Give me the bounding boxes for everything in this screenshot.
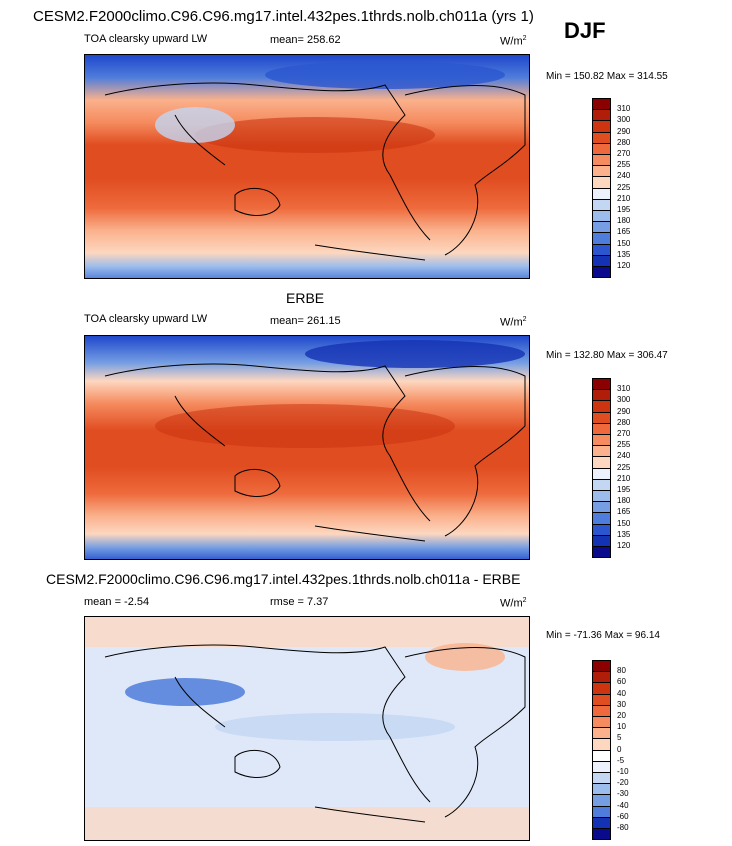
panel1-units-sup: 2 bbox=[522, 35, 527, 42]
colorbar-label: 60 bbox=[617, 677, 626, 687]
panel1-variable-label: TOA clearsky upward LW bbox=[84, 33, 208, 45]
panel1-coastlines bbox=[104, 82, 526, 261]
panel3-units: W/m2 bbox=[500, 597, 527, 610]
panel1-mean-label: mean= 258.62 bbox=[270, 34, 341, 46]
panel3-title: CESM2.F2000climo.C96.C96.mg17.intel.432p… bbox=[46, 571, 521, 587]
panel3-map-svg bbox=[85, 617, 529, 840]
colorbar-label: 150 bbox=[617, 518, 631, 528]
colorbar-label: 135 bbox=[617, 249, 631, 259]
colorbar-label: 150 bbox=[617, 238, 631, 248]
colorbar-label: 20 bbox=[617, 711, 626, 720]
panel2-map bbox=[84, 335, 530, 560]
panel3-map bbox=[84, 616, 530, 841]
colorbar-label: 210 bbox=[617, 193, 631, 203]
colorbar-label: -20 bbox=[617, 778, 629, 788]
panel1-field bbox=[85, 55, 529, 278]
colorbar-label: -5 bbox=[617, 755, 625, 765]
panel2-title: ERBE bbox=[286, 290, 325, 306]
colorbar-label: 290 bbox=[617, 406, 631, 416]
panel2-map-svg bbox=[85, 336, 529, 559]
panel3-south-band bbox=[85, 807, 529, 840]
panel3-mean-label: mean = -2.54 bbox=[84, 596, 150, 608]
panel2-variable-label: TOA clearsky upward LW bbox=[84, 313, 208, 325]
panel1-units: W/m2 bbox=[500, 35, 527, 48]
colorbar-label: -80 bbox=[617, 823, 629, 832]
colorbar-label: 310 bbox=[617, 384, 631, 394]
panel2-stats: Min = 132.80 Max = 306.47 bbox=[546, 350, 668, 361]
colorbar-label: 165 bbox=[617, 227, 631, 237]
season-label: DJF bbox=[564, 18, 606, 43]
panel2-mean-label: mean= 261.15 bbox=[270, 315, 341, 327]
panel2-tropical-max bbox=[155, 404, 455, 448]
colorbar-label: 310 bbox=[617, 104, 631, 114]
panel3-north-band bbox=[85, 617, 529, 647]
colorbar-label: 280 bbox=[617, 417, 631, 427]
panel3-units-sup: 2 bbox=[522, 597, 527, 604]
panel2-coastlines bbox=[104, 363, 526, 542]
colorbar-label: 10 bbox=[617, 722, 626, 732]
colorbar-label: 280 bbox=[617, 137, 631, 147]
colorbar-label: -10 bbox=[617, 767, 629, 776]
panel1-tibet-min bbox=[155, 107, 235, 143]
colorbar-label: 135 bbox=[617, 529, 631, 539]
panel1-arctic-min bbox=[265, 61, 505, 89]
colorbar-label: 180 bbox=[617, 216, 631, 226]
colorbar-label: 240 bbox=[617, 171, 631, 181]
panel1-stats: Min = 150.82 Max = 314.55 bbox=[546, 71, 668, 82]
panel1-map-svg bbox=[85, 55, 529, 278]
panel3-stats: Min = -71.36 Max = 96.14 bbox=[546, 630, 660, 641]
colorbar-swatch bbox=[592, 546, 611, 559]
colorbar-label: 270 bbox=[617, 149, 631, 158]
panel2-units-base: W/m bbox=[500, 316, 523, 329]
colorbar-label: 225 bbox=[617, 462, 631, 472]
colorbar-label: 30 bbox=[617, 699, 626, 709]
colorbar-label: 120 bbox=[617, 261, 631, 270]
panel1-map bbox=[84, 54, 530, 279]
panel3-tropical-neg bbox=[215, 713, 455, 741]
colorbar-label: 165 bbox=[617, 507, 631, 517]
colorbar-label: 80 bbox=[617, 666, 626, 676]
colorbar-label: 5 bbox=[617, 733, 622, 743]
panel3-rmse-label: rmse = 7.37 bbox=[270, 596, 329, 608]
colorbar-label: 180 bbox=[617, 496, 631, 506]
colorbar-label: 195 bbox=[617, 485, 631, 494]
colorbar-label: 290 bbox=[617, 126, 631, 136]
colorbar-label: 0 bbox=[617, 744, 622, 754]
panel2-units: W/m2 bbox=[500, 316, 527, 329]
colorbar-label: -30 bbox=[617, 789, 629, 799]
panel2-arctic-min bbox=[305, 340, 525, 368]
colorbar-swatch bbox=[592, 266, 611, 279]
colorbar-swatch bbox=[592, 828, 611, 841]
panel3-units-base: W/m bbox=[500, 597, 523, 610]
colorbar-label: 195 bbox=[617, 205, 631, 214]
colorbar-label: 255 bbox=[617, 160, 631, 170]
colorbar-label: 300 bbox=[617, 115, 631, 125]
colorbar-label: 255 bbox=[617, 440, 631, 450]
panel3-na-pos bbox=[425, 643, 505, 671]
colorbar-label: 40 bbox=[617, 688, 626, 698]
colorbar-label: 210 bbox=[617, 473, 631, 483]
colorbar-label: 270 bbox=[617, 429, 631, 438]
colorbar-label: 240 bbox=[617, 451, 631, 461]
colorbar-label: 300 bbox=[617, 395, 631, 405]
colorbar-label: 225 bbox=[617, 182, 631, 192]
panel2-field bbox=[85, 336, 529, 559]
colorbar-label: -60 bbox=[617, 811, 629, 821]
panel1-units-base: W/m bbox=[500, 35, 523, 48]
panel1-tropical-max bbox=[195, 117, 435, 153]
figure-title: CESM2.F2000climo.C96.C96.mg17.intel.432p… bbox=[33, 8, 534, 25]
colorbar-label: 120 bbox=[617, 541, 631, 550]
panel3-coastlines bbox=[104, 644, 526, 823]
panel2-units-sup: 2 bbox=[522, 316, 527, 323]
colorbar-label: -40 bbox=[617, 800, 629, 810]
